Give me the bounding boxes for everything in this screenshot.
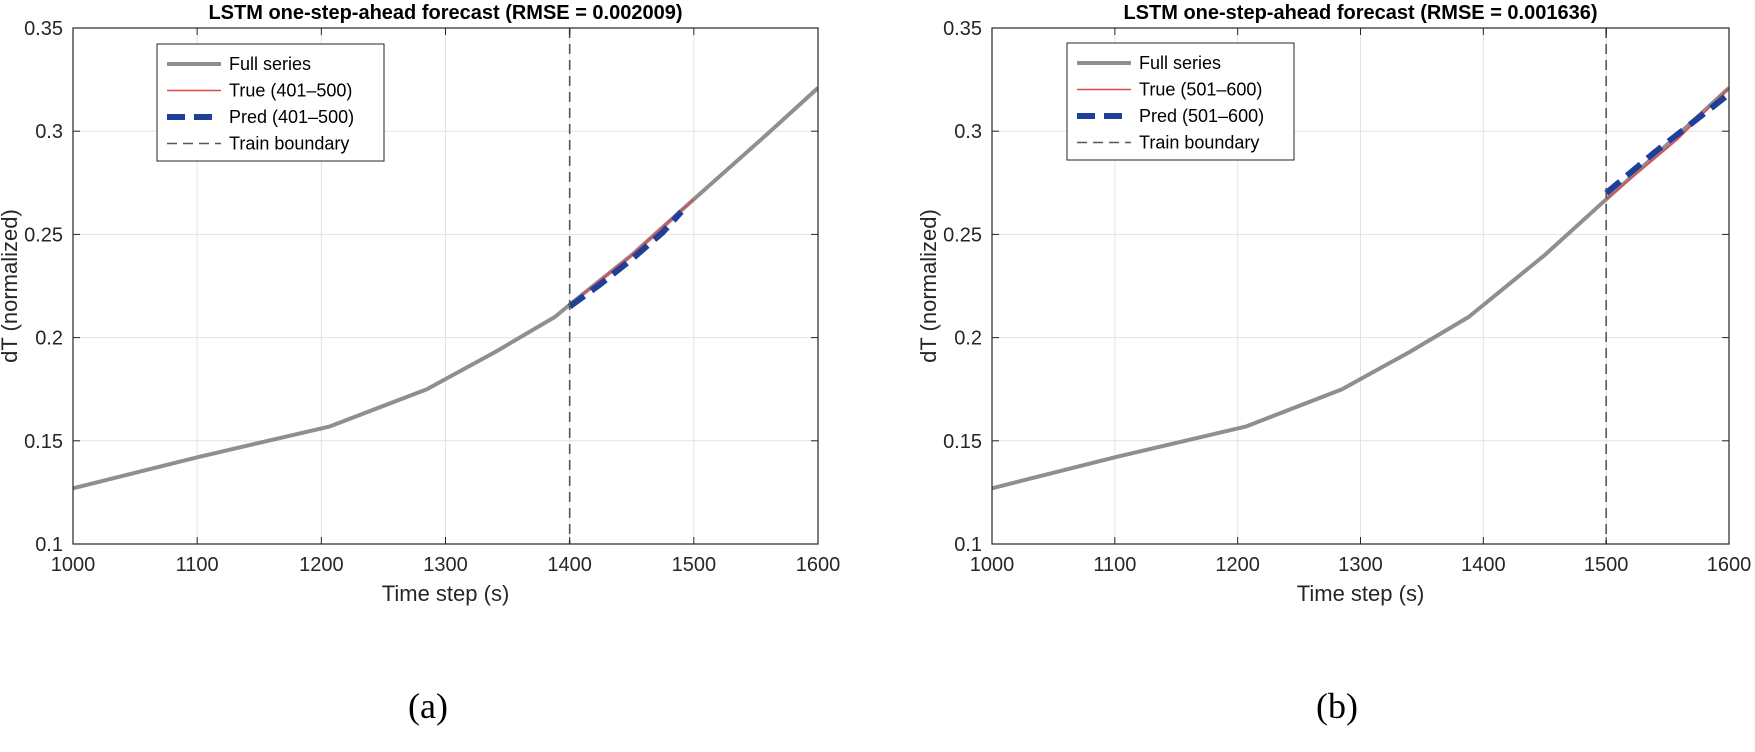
panel-caption: (b) — [1316, 686, 1358, 726]
y-tick-label: 0.15 — [943, 431, 982, 453]
x-tick-label: 1000 — [970, 554, 1015, 576]
y-tick-label: 0.1 — [35, 534, 63, 556]
y-tick-label: 0.15 — [24, 431, 63, 453]
x-tick-label: 1200 — [299, 554, 344, 576]
x-axis-label: Time step (s) — [1297, 581, 1425, 606]
chart-title: LSTM one-step-ahead forecast (RMSE = 0.0… — [208, 2, 682, 24]
y-axis-label: dT (normalized) — [0, 209, 22, 363]
legend: Full series True (501–600) Pred (501–600) T… — [1066, 42, 1295, 161]
chart-panel-b: 1000 1100 1200 1300 1400 1500 1600 0.1 0.15 0.2 0.… — [916, 2, 1751, 726]
x-tick-label: 1600 — [796, 554, 841, 576]
y-tick-label: 0.35 — [943, 18, 982, 40]
legend: Full series True (401–500) Pred (401–500) T… — [156, 43, 385, 162]
x-tick-label: 1300 — [423, 554, 468, 576]
x-tick-label: 1200 — [1215, 554, 1260, 576]
y-tick-label: 0.2 — [35, 328, 63, 350]
y-tick-label: 0.3 — [35, 121, 63, 143]
series-line-0 — [73, 86, 818, 491]
x-tick-label: 1100 — [1093, 554, 1136, 576]
series-line-2 — [1604, 91, 1729, 196]
legend-entry-1: True (501–600) — [1139, 80, 1262, 100]
y-tick-label: 0.25 — [24, 224, 63, 246]
x-tick-label: 1100 — [176, 554, 219, 576]
y-axis-label: dT (normalized) — [916, 209, 941, 363]
x-tick-label: 1400 — [547, 554, 592, 576]
x-tick-label: 1500 — [672, 554, 717, 576]
series-group — [992, 28, 1729, 544]
legend-entry-3: Train boundary — [1139, 133, 1259, 153]
x-tick-label: 1000 — [51, 554, 96, 576]
x-axis-label: Time step (s) — [382, 581, 510, 606]
legend-entry-2: Pred (501–600) — [1139, 106, 1264, 126]
y-tick-label: 0.1 — [954, 534, 982, 556]
x-tick-label: 1300 — [1338, 554, 1383, 576]
x-tick-label: 1400 — [1461, 554, 1506, 576]
y-tick-label: 0.3 — [954, 121, 982, 143]
chart-title: LSTM one-step-ahead forecast (RMSE = 0.0… — [1123, 2, 1597, 24]
legend-entry-2: Pred (401–500) — [229, 107, 354, 127]
legend-entry-0: Full series — [229, 54, 311, 74]
chart-panel-a: 1000 1100 1200 1300 1400 1500 1600 0.1 0.15 0.2 0.… — [0, 2, 840, 726]
y-tick-label: 0.35 — [24, 18, 63, 40]
legend-entry-0: Full series — [1139, 53, 1221, 73]
legend-entry-3: Train boundary — [229, 134, 349, 154]
legend-entry-1: True (401–500) — [229, 81, 352, 101]
x-tick-label: 1600 — [1707, 554, 1752, 576]
series-line-0 — [992, 86, 1729, 491]
y-tick-label: 0.2 — [954, 328, 982, 350]
y-tick-label: 0.25 — [943, 224, 982, 246]
x-tick-label: 1500 — [1584, 554, 1629, 576]
panel-caption: (a) — [408, 686, 448, 726]
series-group — [73, 28, 818, 544]
